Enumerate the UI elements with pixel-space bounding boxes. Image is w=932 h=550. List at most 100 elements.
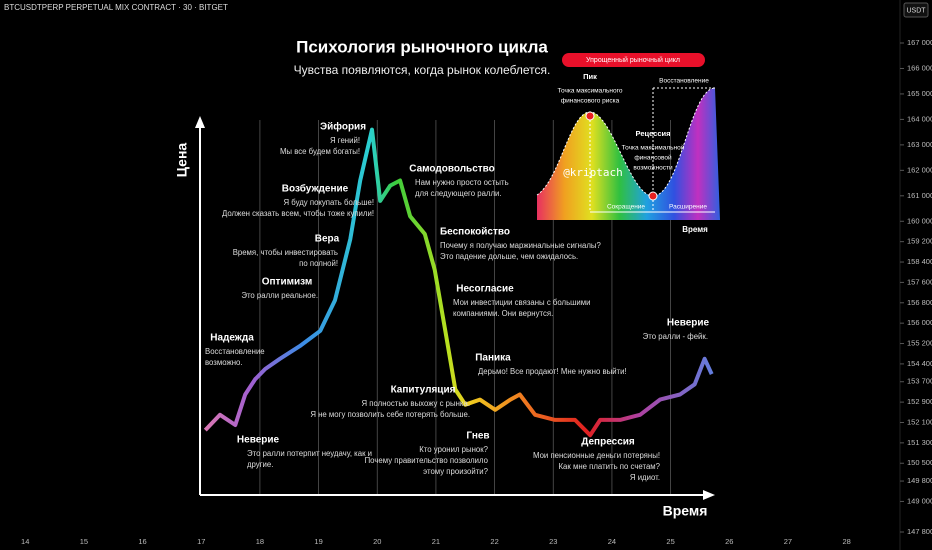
y-tick-label: 161 000,0 xyxy=(907,191,932,200)
inset-expansion: Расширение xyxy=(669,204,707,211)
annotation-text: Мои пенсионные деньги потеряны! xyxy=(533,451,660,460)
annotation-text: другие. xyxy=(247,460,273,469)
annotation-text: компаниями. Они вернутся. xyxy=(453,309,553,318)
x-tick-label: 18 xyxy=(256,537,264,546)
y-tick-label: 150 500,0 xyxy=(907,458,932,467)
inset-x-label: Время xyxy=(682,225,708,234)
inset-header xyxy=(562,53,705,67)
annotation-title: Надежда xyxy=(210,333,254,344)
inset-curve xyxy=(536,87,716,197)
x-tick-label: 26 xyxy=(725,537,733,546)
y-tick-label: 153 700,0 xyxy=(907,377,932,386)
inset-title: Упрощенный рыночный цикл xyxy=(586,56,680,64)
annotation-text: Время, чтобы инвестировать xyxy=(233,248,338,257)
annotation-text: возможно. xyxy=(205,358,243,367)
y-arrow-head xyxy=(195,116,205,128)
annotation-title: Несогласие xyxy=(456,284,514,295)
annotation-title: Вера xyxy=(315,234,340,245)
y-tick-label: 159 200,0 xyxy=(907,237,932,246)
y-tick-label: 162 000,0 xyxy=(907,165,932,174)
annotation-text: Я буду покупать больше! xyxy=(284,198,375,207)
annotation-text: Я не могу позволить себе потерять больше… xyxy=(310,410,470,419)
annotation-text: Почему правительство позволило xyxy=(365,456,489,465)
watermark: @kriptach xyxy=(563,166,623,179)
y-tick-label: 152 900,0 xyxy=(907,397,932,406)
y-tick-label: 166 000,0 xyxy=(907,63,932,72)
y-tick-label: 151 300,0 xyxy=(907,438,932,447)
annotation-text: Я идиот. xyxy=(630,473,660,482)
annotation-text: Это ралли потерпит неудачу, как и xyxy=(247,449,372,458)
symbol: BTCUSDTPERP PERPETUAL MIX CONTRACT · 30 … xyxy=(4,3,228,12)
annotation-text: по полной! xyxy=(299,259,338,268)
y-tick-label: 154 400,0 xyxy=(907,359,932,368)
subtitle: Чувства появляются, когда рынок колеблет… xyxy=(294,63,551,77)
inset-text: Точка максимального xyxy=(558,88,623,95)
y-tick-label: 158 400,0 xyxy=(907,257,932,266)
inset-recession: Рецессия xyxy=(636,129,671,138)
annotation-text: Как мне платить по счетам? xyxy=(559,462,661,471)
annotation-text: Должен сказать всем, чтобы тоже купили! xyxy=(222,209,374,218)
annotation-title: Оптимизм xyxy=(262,277,313,288)
inset-text: финансового риска xyxy=(561,98,620,105)
x-tick-label: 14 xyxy=(21,537,29,546)
y-tick-label: 160 000,0 xyxy=(907,216,932,225)
inset-cycle xyxy=(537,88,720,220)
y-tick-label: 156 000,0 xyxy=(907,318,932,327)
annotation-text: Мы все будем богаты! xyxy=(280,147,360,156)
annotation-title: Неверие xyxy=(667,318,710,329)
y-tick-label: 167 000,0 xyxy=(907,38,932,47)
annotation-title: Гнев xyxy=(466,431,489,442)
x-tick-label: 19 xyxy=(314,537,322,546)
y-tick-label: 147 800,0 xyxy=(907,527,932,536)
annotation-title: Возбуждение xyxy=(282,183,349,195)
y-tick-label: 155 200,0 xyxy=(907,339,932,348)
annotation-title: Самодовольство xyxy=(409,164,495,175)
title: Психология рыночного цикла xyxy=(296,37,548,56)
x-tick-label: 20 xyxy=(373,537,381,546)
annotation-title: Капитуляция xyxy=(391,385,456,396)
currency[interactable]: USDT xyxy=(906,7,926,14)
y-label: Цена xyxy=(174,143,190,178)
annotation-text: Это ралли - фейк. xyxy=(643,332,708,341)
x-label: Время xyxy=(663,503,708,519)
x-tick-label: 17 xyxy=(197,537,205,546)
y-tick-label: 165 000,0 xyxy=(907,89,932,98)
inset-peak-dot xyxy=(585,111,595,121)
x-tick-label: 22 xyxy=(490,537,498,546)
annotation-title: Беспокойство xyxy=(440,227,510,238)
annotation-title: Неверие xyxy=(237,435,280,446)
annotation-text: этому произойти? xyxy=(423,467,488,476)
y-tick-label: 163 000,0 xyxy=(907,140,932,149)
y-tick-label: 149 800,0 xyxy=(907,476,932,485)
y-tick-label: 152 100,0 xyxy=(907,417,932,426)
y-tick-label: 164 000,0 xyxy=(907,114,932,123)
inset-peak: Пик xyxy=(583,72,597,81)
y-tick-label: 149 000,0 xyxy=(907,496,932,505)
inset-text: финансовой xyxy=(634,154,672,162)
currency-box xyxy=(903,2,929,18)
inset-text: Точка максимальной xyxy=(622,144,685,152)
x-tick-label: 25 xyxy=(666,537,674,546)
inset-text: возможности xyxy=(633,165,673,172)
inset-trough-dot xyxy=(648,191,658,201)
annotation-text: Дерьмо! Все продают! Мне нужно выйти! xyxy=(478,367,627,376)
annotation-title: Паника xyxy=(475,353,511,364)
x-tick-label: 23 xyxy=(549,537,557,546)
annotation-text: Нам нужно просто остыть xyxy=(415,178,509,187)
annotation-text: Почему я получаю маржинальные сигналы? xyxy=(440,241,601,250)
annotation-text: Это ралли реальное. xyxy=(241,291,318,300)
inset-recovery: Восстановление xyxy=(659,78,709,85)
x-arrow-head xyxy=(703,490,715,500)
annotation-title: Депрессия xyxy=(581,437,635,448)
annotation-text: Я полностью выхожу с рынка. xyxy=(362,399,471,408)
x-tick-label: 27 xyxy=(784,537,792,546)
annotation-text: Кто уронил рынок? xyxy=(419,445,488,454)
price-line xyxy=(203,127,714,438)
y-tick-label: 156 800,0 xyxy=(907,298,932,307)
annotation-text: для следующего ралли. xyxy=(415,189,502,198)
annotation-title: Эйфория xyxy=(320,121,366,133)
x-tick-label: 21 xyxy=(432,537,440,546)
x-tick-label: 28 xyxy=(842,537,850,546)
inset-contraction: Сокращение xyxy=(607,204,645,211)
x-tick-label: 24 xyxy=(608,537,616,546)
